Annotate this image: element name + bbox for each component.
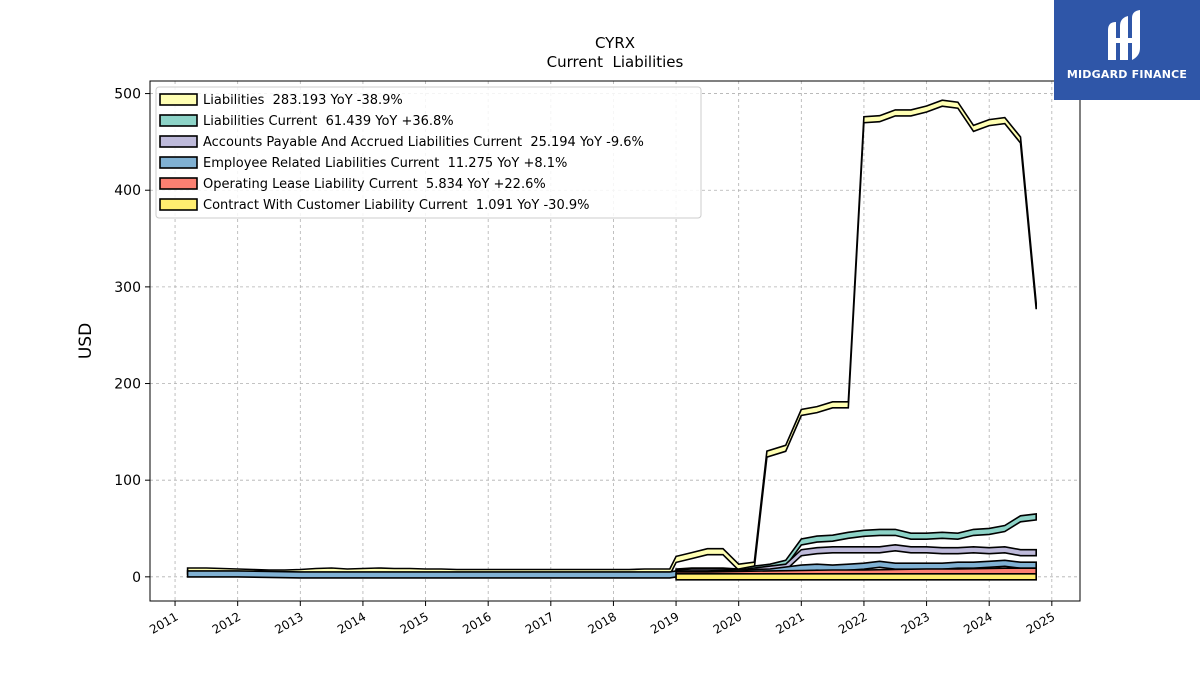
x-tick-label: 2015: [398, 609, 431, 636]
legend-label: Contract With Customer Liability Current…: [203, 198, 589, 213]
x-tick-label: 2023: [899, 609, 932, 636]
series-6-band: [675, 572, 1037, 581]
x-tick-label: 2016: [460, 609, 493, 636]
legend-swatch: [159, 156, 198, 169]
y-tick-label: 400: [114, 183, 141, 199]
legend-swatch: [159, 177, 198, 190]
legend-label: Operating Lease Liability Current 5.834 …: [203, 177, 546, 192]
brand-logo: MIDGARD FINANCE: [1054, 0, 1200, 100]
y-tick-label: 0: [132, 570, 141, 586]
brand-logo-icon: [1108, 10, 1140, 60]
y-tick-label: 500: [114, 87, 141, 103]
y-tick-label: 100: [114, 473, 141, 489]
legend: Liabilities 283.193 YoY -38.9% Liabilitie…: [155, 86, 702, 219]
x-axis: 2011 2012 2013 2014 2015 2016 2017 2018 2019 2020…: [147, 601, 1057, 637]
legend-swatch: [159, 135, 198, 148]
legend-label: Employee Related Liabilities Current 11.…: [203, 156, 567, 171]
plot-frame: [149, 80, 1081, 602]
x-tick-label: 2020: [711, 609, 744, 636]
y-tick-label: 200: [114, 377, 141, 393]
chart-title: CYRX: [595, 34, 635, 52]
y-tick-label: 300: [114, 280, 141, 296]
x-tick-label: 2018: [585, 609, 618, 636]
legend-swatch: [159, 114, 198, 127]
legend-label: Liabilities Current 61.439 YoY +36.8%: [203, 114, 454, 129]
x-tick-label: 2024: [961, 609, 994, 636]
legend-label: Accounts Payable And Accrued Liabilities…: [203, 135, 644, 150]
series-layer: [186, 99, 1037, 581]
x-tick-label: 2021: [773, 609, 806, 636]
legend-label: Liabilities 283.193 YoY -38.9%: [203, 93, 403, 108]
x-tick-label: 2012: [210, 609, 243, 636]
x-tick-label: 2011: [147, 609, 180, 636]
x-tick-label: 2022: [836, 609, 869, 636]
y-axis-label: USD: [76, 323, 96, 359]
x-tick-label: 2017: [523, 609, 556, 636]
legend-swatch: [159, 93, 198, 106]
y-axis: 0 100 200 300 400 500: [114, 87, 150, 586]
brand-name: MIDGARD FINANCE: [1066, 68, 1188, 81]
x-tick-label: 2019: [648, 609, 681, 636]
legend-swatch: [159, 198, 198, 211]
chart-subtitle: Current Liabilities: [547, 53, 684, 71]
legend-box: [155, 86, 702, 219]
x-tick-label: 2014: [335, 609, 368, 636]
x-tick-label: 2025: [1024, 609, 1057, 636]
x-tick-label: 2013: [272, 609, 305, 636]
